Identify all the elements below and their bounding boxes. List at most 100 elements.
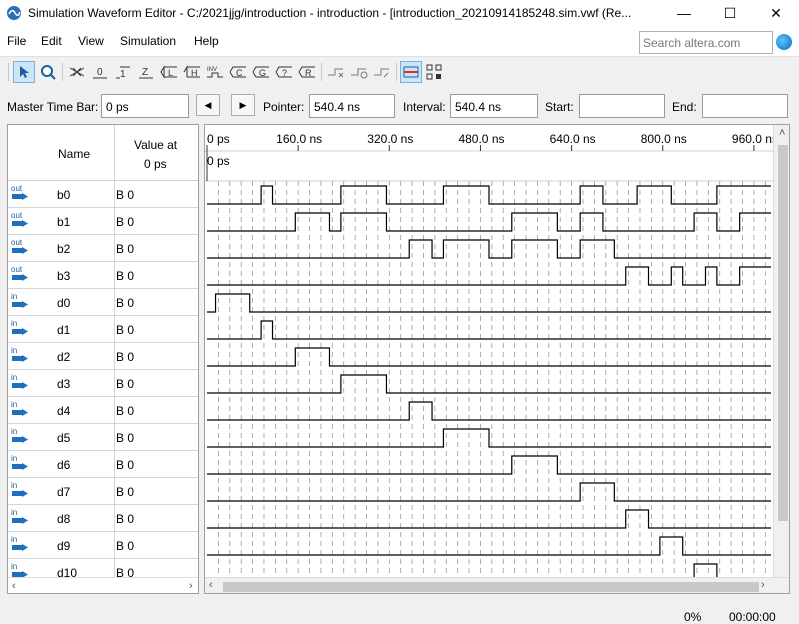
count-value-icon[interactable]: C xyxy=(227,61,249,83)
waveform-d3[interactable] xyxy=(207,374,771,394)
signal-value: B 0 xyxy=(116,485,135,499)
snap-to-grid-icon[interactable] xyxy=(325,61,347,83)
scroll-left-icon[interactable]: ‹ xyxy=(12,580,16,592)
force-high-impedance-icon[interactable]: Z xyxy=(135,61,157,83)
waveform-d1[interactable] xyxy=(207,320,771,340)
force-unknown-icon[interactable] xyxy=(66,61,88,83)
waveform-vertical-scrollbar[interactable]: ˄ xyxy=(773,125,789,577)
next-transition-button[interactable]: ▶ xyxy=(231,94,255,116)
force-low-icon[interactable]: 0 xyxy=(89,61,111,83)
pointer-icon[interactable] xyxy=(13,61,35,83)
search-input[interactable]: Search altera.com xyxy=(639,31,773,54)
scroll-up-icon[interactable]: ˄ xyxy=(779,127,786,139)
waveform-b3[interactable] xyxy=(207,266,771,286)
pin-direction: in xyxy=(11,454,18,463)
pin-arrow-icon xyxy=(12,382,28,389)
waveform-horizontal-scrollbar[interactable]: ‹ › xyxy=(205,577,789,593)
waveform-d6[interactable] xyxy=(207,455,771,475)
clock-icon[interactable]: G xyxy=(250,61,272,83)
pin-arrow-icon xyxy=(12,328,28,335)
random-value-icon[interactable]: R xyxy=(296,61,318,83)
signal-list-scrollbar[interactable]: ‹ › xyxy=(8,577,198,593)
signal-row[interactable]: out b2 B 0 xyxy=(8,235,198,262)
signal-row[interactable]: out b1 B 0 xyxy=(8,208,198,235)
horizontal-scroll-thumb[interactable] xyxy=(223,582,759,592)
waveform-b0[interactable] xyxy=(207,185,771,205)
close-button[interactable]: ✕ xyxy=(753,0,799,26)
scroll-right-icon[interactable]: › xyxy=(189,580,193,592)
output-pin-icon: out xyxy=(11,238,29,257)
waveform-b2[interactable] xyxy=(207,239,771,259)
signal-value: B 0 xyxy=(116,458,135,472)
signal-row[interactable]: in d9 B 0 xyxy=(8,532,198,559)
end-field[interactable] xyxy=(702,94,788,118)
waveform-d4[interactable] xyxy=(207,401,771,421)
waveform-d5[interactable] xyxy=(207,428,771,448)
window-title: Simulation Waveform Editor - C:/2021jjg/… xyxy=(28,6,632,20)
waveform-d7[interactable] xyxy=(207,482,771,502)
signal-row[interactable]: in d3 B 0 xyxy=(8,370,198,397)
column-divider[interactable] xyxy=(114,125,115,577)
menu-file[interactable]: File xyxy=(7,34,27,48)
toolbar-grip xyxy=(8,63,9,81)
force-weak-high-icon[interactable]: H xyxy=(181,61,203,83)
svg-text:Z: Z xyxy=(142,67,148,78)
menu-view[interactable]: View xyxy=(78,34,104,48)
signal-row[interactable]: out b3 B 0 xyxy=(8,262,198,289)
ruler-tick-label: 320.0 ns xyxy=(367,132,413,146)
signal-row[interactable]: in d6 B 0 xyxy=(8,451,198,478)
grid-icon[interactable] xyxy=(400,61,422,83)
menu-help[interactable]: Help xyxy=(194,34,219,48)
maximize-button[interactable]: ☐ xyxy=(707,0,753,26)
input-pin-icon: in xyxy=(11,481,29,500)
signal-row[interactable]: out b0 B 0 xyxy=(8,181,198,208)
invert-icon[interactable]: INV xyxy=(204,61,226,83)
waveform-d9[interactable] xyxy=(207,536,771,556)
node-finder-icon[interactable] xyxy=(423,61,445,83)
scroll-right-icon[interactable]: › xyxy=(761,579,765,591)
svg-text:L: L xyxy=(168,68,173,78)
force-high-icon[interactable]: 1 xyxy=(112,61,134,83)
pin-arrow-icon xyxy=(12,274,28,281)
waveform-d2[interactable] xyxy=(207,347,771,367)
waveform-d8[interactable] xyxy=(207,509,771,529)
input-pin-icon: in xyxy=(11,400,29,419)
arbitrary-value-icon[interactable]: ? xyxy=(273,61,295,83)
pin-direction: in xyxy=(11,508,18,517)
vertical-scroll-thumb[interactable] xyxy=(778,145,788,521)
waveform-d10[interactable] xyxy=(207,563,771,577)
svg-text:1: 1 xyxy=(120,69,126,79)
ruler-tick-label: 960.0 ns xyxy=(732,132,773,146)
menu-simulation[interactable]: Simulation xyxy=(120,34,177,48)
start-field[interactable] xyxy=(579,94,665,118)
waveform-d0[interactable] xyxy=(207,293,771,313)
input-pin-icon: in xyxy=(11,373,29,392)
waveform-b1[interactable] xyxy=(207,212,771,232)
value-column-header[interactable]: Value at xyxy=(134,138,178,152)
scroll-left-icon[interactable]: ‹ xyxy=(209,579,213,591)
app-icon xyxy=(7,6,21,20)
master-time-bar-field[interactable]: 0 ps xyxy=(101,94,189,118)
name-column-header[interactable]: Name xyxy=(58,147,91,161)
signal-name: d3 xyxy=(57,377,71,391)
pin-arrow-icon xyxy=(12,247,28,254)
waveform-canvas[interactable]: 0 ps 160.0 ns 320.0 ns 480.0 ns 640.0 ns 800.… xyxy=(205,125,773,577)
signal-row[interactable]: in d4 B 0 xyxy=(8,397,198,424)
globe-icon[interactable] xyxy=(776,34,792,50)
menu-edit[interactable]: Edit xyxy=(41,34,62,48)
toolbar-separator xyxy=(396,63,397,81)
signal-row[interactable]: in d5 B 0 xyxy=(8,424,198,451)
run-functional-icon[interactable] xyxy=(371,61,393,83)
signal-row[interactable]: in d1 B 0 xyxy=(8,316,198,343)
signal-row[interactable]: in d0 B 0 xyxy=(8,289,198,316)
zoom-icon[interactable] xyxy=(37,61,59,83)
pin-direction: out xyxy=(11,238,23,247)
force-weak-low-icon[interactable]: L xyxy=(158,61,180,83)
signal-row[interactable]: in d7 B 0 xyxy=(8,478,198,505)
previous-transition-button[interactable]: ◀ xyxy=(196,94,220,116)
snap-icon[interactable] xyxy=(348,61,370,83)
minimize-button[interactable]: — xyxy=(661,0,707,26)
signal-row[interactable]: in d2 B 0 xyxy=(8,343,198,370)
value-column-time: 0 ps xyxy=(144,157,167,171)
signal-row[interactable]: in d8 B 0 xyxy=(8,505,198,532)
